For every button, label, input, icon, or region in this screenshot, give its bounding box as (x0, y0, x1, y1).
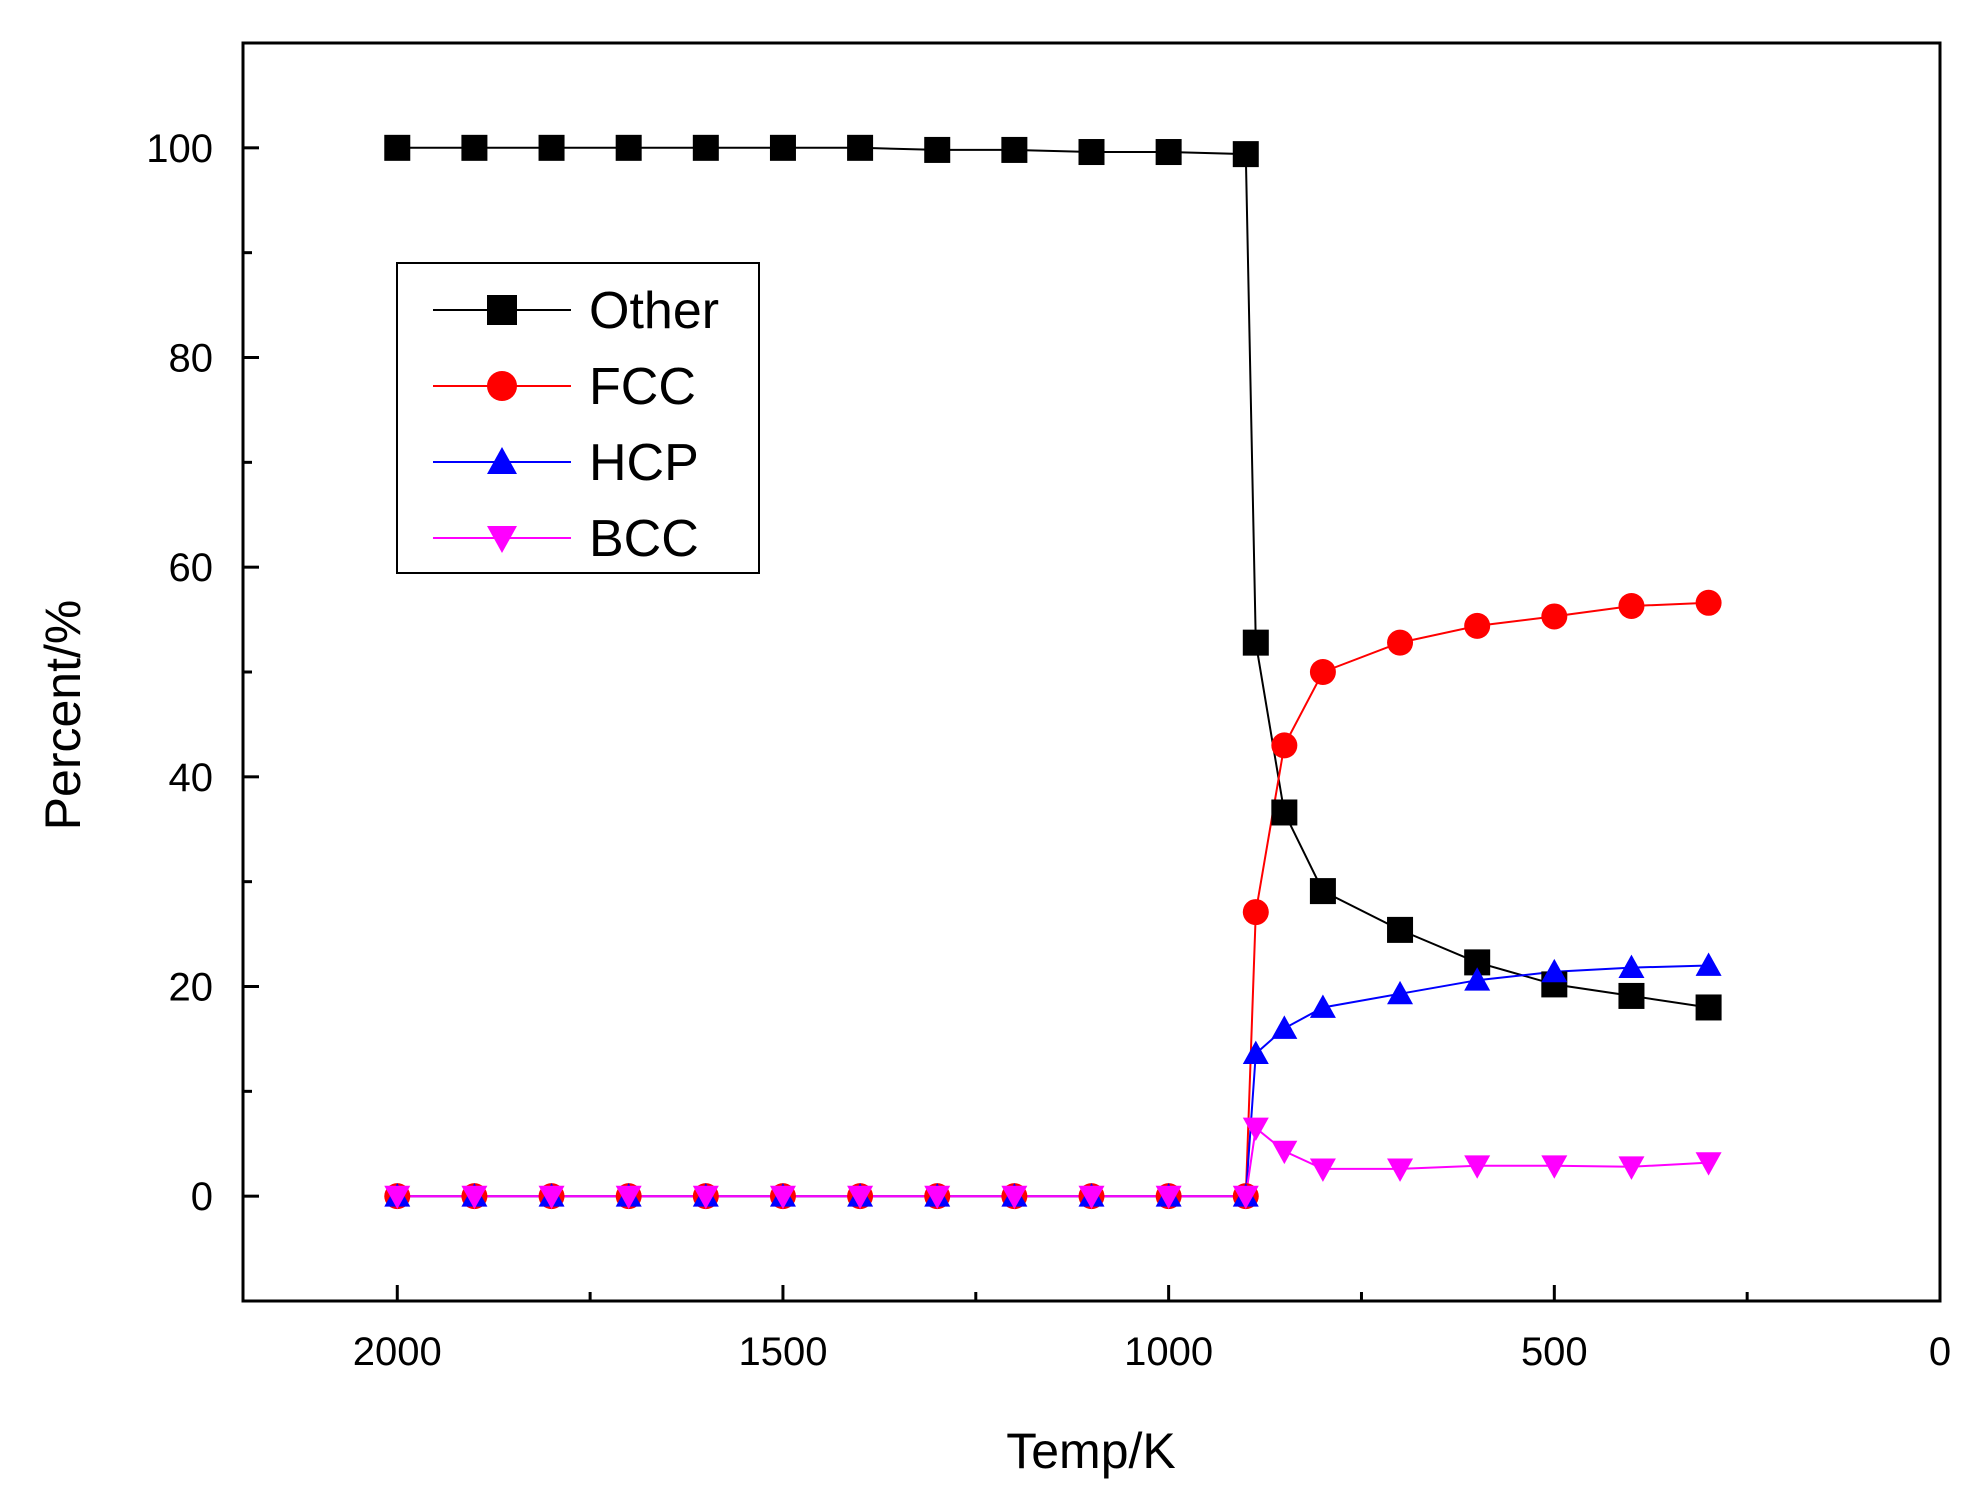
data-point-other (1387, 916, 1414, 943)
data-point-bcc (769, 1185, 796, 1210)
data-point-hcp (1695, 952, 1722, 976)
data-point-bcc (692, 1185, 719, 1210)
data-point-hcp (1271, 1015, 1298, 1039)
data-point-fcc (1541, 603, 1568, 630)
data-point-hcp (1541, 958, 1568, 983)
data-point-other (847, 134, 874, 161)
data-point-bcc (538, 1185, 565, 1210)
y-tick-label: 60 (169, 546, 214, 590)
data-point-other (1078, 139, 1105, 166)
data-point-bcc (1001, 1185, 1028, 1210)
series-layer (384, 134, 1722, 1210)
legend-label-other: Other (589, 282, 719, 340)
legend-entry-other: Other (433, 282, 719, 340)
legend-marker-bcc (487, 526, 517, 553)
data-point-bcc (1232, 1185, 1259, 1210)
x-tick-label: 500 (1521, 1330, 1588, 1374)
legend-label-hcp: HCP (589, 434, 699, 492)
legend-label-bcc: BCC (589, 510, 699, 568)
legend-entry-hcp: HCP (433, 434, 699, 492)
data-point-fcc (1464, 612, 1491, 639)
y-tick-label: 100 (146, 127, 213, 171)
series-line-hcp (397, 964, 1709, 1198)
data-point-fcc (1242, 899, 1269, 926)
data-point-hcp (1618, 954, 1645, 979)
data-point-other (615, 134, 642, 161)
y-tick-label: 80 (169, 337, 214, 381)
data-point-hcp (1242, 1040, 1269, 1064)
data-point-bcc (384, 1185, 411, 1210)
data-point-bcc (847, 1185, 874, 1210)
data-point-bcc (1155, 1185, 1182, 1210)
axis-ticks (243, 41, 1942, 1303)
data-point-fcc (1618, 592, 1645, 619)
series-markers (384, 134, 1722, 1210)
data-point-bcc (615, 1185, 642, 1210)
series-line-bcc (397, 1126, 1709, 1198)
legend-box (396, 262, 760, 574)
legend-marker-hcp (487, 447, 517, 474)
data-point-bcc (1309, 1158, 1336, 1182)
data-point-fcc (1309, 659, 1336, 685)
y-tick-label: 20 (169, 966, 214, 1010)
legend: Other FCC HCP BCC (396, 262, 760, 574)
data-point-bcc (1464, 1155, 1491, 1179)
x-tick-label: 0 (1929, 1330, 1951, 1374)
data-point-other (1695, 994, 1722, 1021)
data-point-other (769, 134, 796, 161)
x-tick-label: 2000 (353, 1330, 442, 1374)
data-point-other (461, 134, 488, 161)
legend-label-fcc: FCC (589, 358, 696, 416)
data-point-other (1271, 799, 1298, 826)
data-point-bcc (1541, 1155, 1568, 1179)
plot-area-frame (241, 41, 1942, 1303)
data-point-other (384, 134, 411, 161)
data-point-fcc (1387, 629, 1414, 656)
data-point-hcp (1309, 994, 1336, 1018)
data-point-other (538, 134, 565, 161)
data-point-bcc (1695, 1152, 1722, 1176)
y-tick-label: 40 (169, 756, 214, 800)
data-point-bcc (1387, 1158, 1414, 1182)
data-point-bcc (461, 1185, 488, 1210)
data-point-hcp (1464, 967, 1491, 991)
legend-items: Other FCC HCP BCC (433, 282, 719, 568)
y-tick-label: 0 (191, 1175, 213, 1219)
data-point-other (1001, 136, 1028, 163)
data-point-other (1242, 629, 1269, 656)
legend-entry-fcc: FCC (433, 358, 696, 416)
x-tick-label: 1500 (738, 1330, 827, 1374)
data-point-other (924, 136, 951, 163)
data-point-other (1232, 141, 1259, 168)
data-point-other (1155, 139, 1182, 166)
y-axis-title: Percent/% (35, 600, 91, 831)
data-point-other (1309, 878, 1336, 905)
data-point-bcc (1242, 1117, 1269, 1142)
data-point-hcp (1387, 980, 1414, 1005)
x-axis-title: Temp/K (1006, 1423, 1176, 1479)
axis-tick-labels: 2000 1500 1000 500 0 0 20 40 60 80 100 (146, 127, 1951, 1374)
data-point-bcc (924, 1185, 951, 1210)
series-line-fcc (397, 601, 1709, 1198)
legend-marker-fcc (487, 371, 517, 401)
data-point-fcc (1271, 732, 1298, 759)
legend-marker-other (487, 295, 517, 325)
data-point-fcc (1695, 589, 1722, 616)
x-tick-label: 1000 (1124, 1330, 1213, 1374)
data-point-bcc (1078, 1185, 1105, 1210)
data-point-bcc (1618, 1156, 1645, 1180)
data-point-bcc (1271, 1140, 1298, 1165)
data-point-other (1618, 982, 1645, 1009)
legend-entry-bcc: BCC (433, 510, 699, 568)
data-point-other (692, 134, 719, 161)
